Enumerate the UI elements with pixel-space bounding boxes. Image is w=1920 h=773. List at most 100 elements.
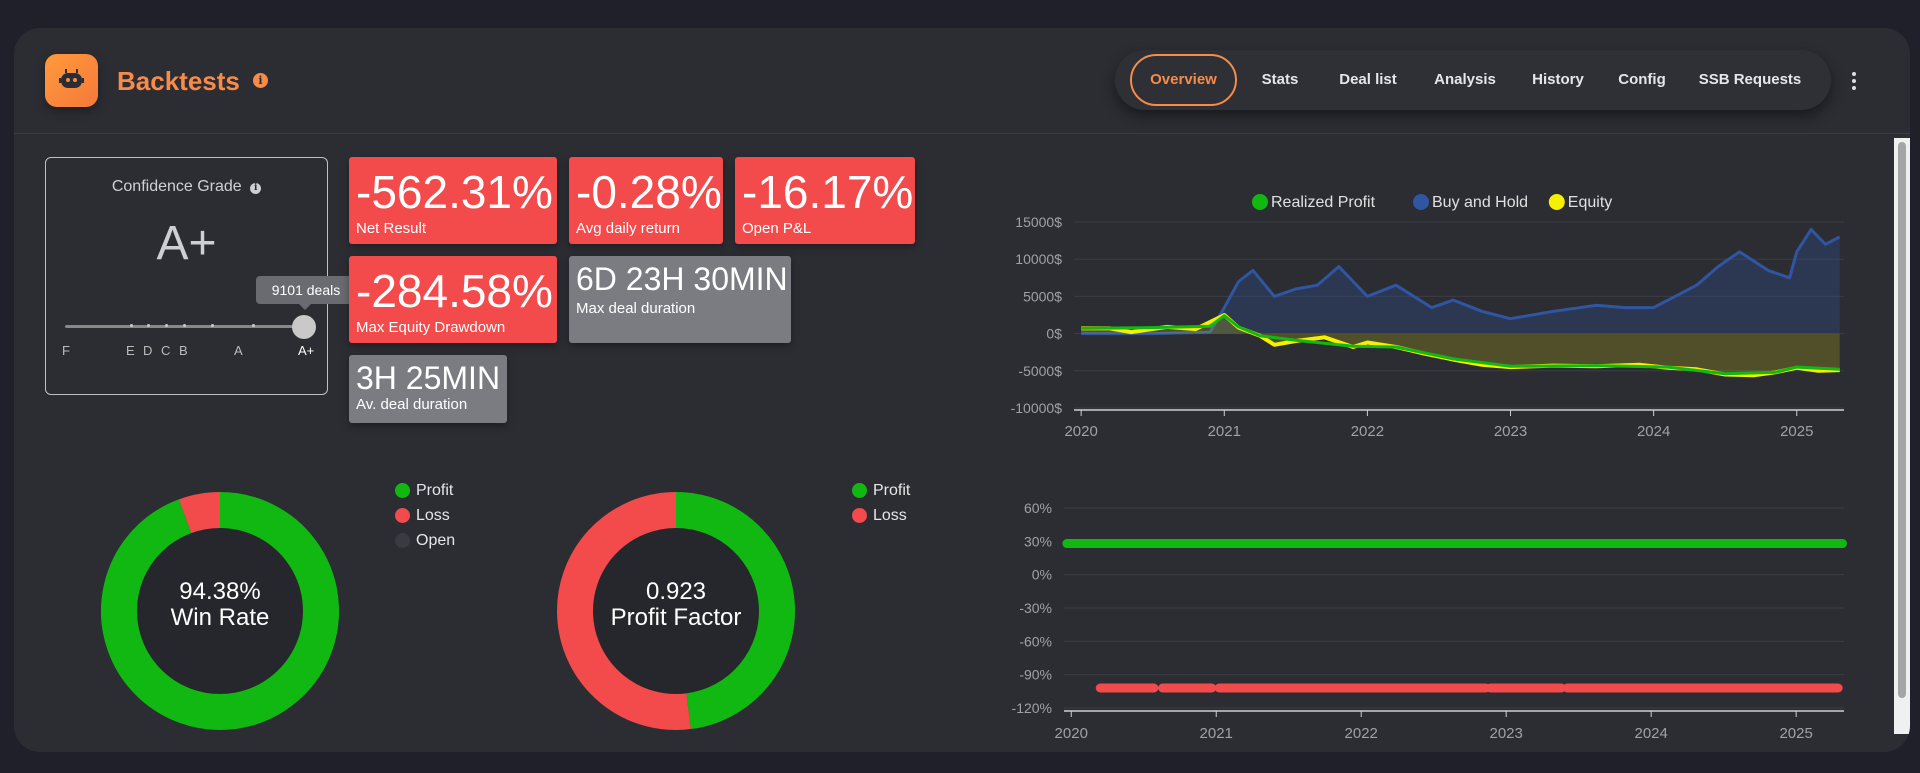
profit-factor-label: Profit Factor [610,604,742,631]
slider-label: A+ [298,343,315,358]
equity-line-chart: Realized Profit Buy and Hold Equity 15000$ 1… [1011,194,1844,440]
slider-mark [147,324,150,327]
slider-mark [130,324,133,327]
legend-item[interactable]: Equity [1548,194,1612,211]
y-tick-label: -10000$ [1011,400,1063,416]
legend-label: Open [416,531,456,549]
robot-icon [59,69,84,88]
series-area-buy-and-hold [1081,229,1840,334]
scrollbar[interactable] [1894,138,1910,734]
win-rate-value: 94.38% [179,578,261,605]
legend-swatch [1548,194,1565,210]
more-menu-icon[interactable] [1852,72,1856,93]
donut-slice-profit[interactable] [101,492,339,730]
x-tick-label: 2020 [1055,725,1088,742]
legend-item-loss[interactable]: Loss [395,503,455,528]
tab-ssb-requests[interactable]: SSB Requests [1698,71,1802,88]
x-tick-label: 2025 [1780,423,1813,440]
stat-label: Open P&L [742,220,812,237]
y-tick-label: -60% [1019,633,1052,649]
series-area-equity [1081,315,1840,376]
stat-value: 3H 25MIN [356,360,501,396]
tab-overview[interactable]: Overview [1130,54,1237,106]
slider-label: E [126,343,135,358]
stat-value: -284.58% [356,265,553,317]
tab-deal-list[interactable]: Deal list [1339,71,1397,88]
profit-factor-center: 0.923 Profit Factor [576,579,776,631]
info-icon[interactable]: i [253,73,268,88]
legend-label: Profit [873,481,911,499]
series-line-buy-and-hold[interactable] [1081,227,1841,336]
stat-label: Av. deal duration [356,396,468,413]
tab-analysis[interactable]: Analysis [1434,71,1496,88]
scrollbar-thumb[interactable] [1898,142,1906,698]
confidence-grade-label: Confidence Grade [111,178,242,195]
stat-label: Net Result [356,220,427,237]
x-tick-label: 2021 [1208,423,1241,440]
y-tick-label: -30% [1019,600,1052,616]
y-tick-label: 10000$ [1015,251,1062,267]
profit-factor-donut [557,492,795,730]
grade-slider-thumb[interactable] [292,315,316,339]
header: Backtests i Overview Stats Deal list Ana… [14,28,1910,134]
y-tick-label: 0% [1032,567,1052,583]
confidence-grade-value: A+ [156,217,217,270]
y-tick-label: -120% [1012,700,1052,716]
x-tick-label: 2024 [1637,423,1670,440]
legend-label: Loss [416,506,450,524]
tab-history[interactable]: History [1532,71,1584,88]
app-logo [45,54,98,107]
info-icon[interactable]: i [250,183,262,194]
stat-value: -562.31% [356,166,553,218]
y-tick-label: 30% [1024,533,1052,549]
legend-swatch [395,508,410,523]
tab-bar: Overview Stats Deal list Analysis Histor… [1115,50,1831,110]
deals-tooltip: 9101 deals [256,276,356,310]
x-tick-label: 2020 [1064,423,1097,440]
legend-swatch [852,483,867,498]
stat-card-avg-daily-return: -0.28% Avg daily return [569,157,723,244]
slider-mark [211,324,214,327]
x-tick-label: 2022 [1351,423,1384,440]
donut-slice-loss[interactable] [178,492,221,534]
y-tick-label: 0$ [1046,326,1062,342]
slider-mark [252,324,255,327]
legend-swatch [395,483,410,498]
y-tick-label: 60% [1024,500,1052,516]
donut-hole [593,528,759,694]
x-tick-label: 2023 [1490,725,1523,742]
donut-slice-profit[interactable] [675,492,795,730]
tab-config[interactable]: Config [1618,71,1666,88]
x-tick-label: 2021 [1200,725,1233,742]
x-tick-label: 2023 [1494,423,1527,440]
y-tick-label: 5000$ [1023,288,1062,304]
stat-value: -0.28% [576,166,722,218]
legend-item-loss[interactable]: Loss [852,503,910,528]
stat-label: Max Equity Drawdown [356,319,506,336]
donut-slice-loss[interactable] [557,492,691,730]
slider-label: D [143,343,153,358]
slider-mark [183,324,186,327]
legend-item-profit[interactable]: Profit [395,478,455,503]
stat-label: Max deal duration [576,300,696,317]
tab-stats[interactable]: Stats [1261,71,1299,88]
stat-card-net-result: -562.31% Net Result [349,157,557,244]
x-tick-label: 2025 [1779,725,1812,742]
win-rate-center: 94.38% Win Rate [120,579,320,631]
page-title: Backtests [117,66,240,96]
legend-item[interactable]: Buy and Hold [1413,194,1528,211]
legend-label: Profit [416,481,454,499]
legend-swatch [395,533,410,548]
legend-item[interactable]: Realized Profit [1252,194,1376,211]
stat-card-open-pnl: -16.17% Open P&L [735,157,915,244]
confidence-grade-title: Confidence Grade i [46,178,327,196]
win-rate-legend: Profit Loss Open [395,478,455,553]
legend-swatch [1252,194,1268,210]
legend-item-profit[interactable]: Profit [852,478,910,503]
stat-value: -16.17% [742,166,914,218]
donut-hole [137,528,303,694]
legend-item-open[interactable]: Open [395,528,455,553]
stat-card-max-equity-drawdown: -284.58% Max Equity Drawdown [349,256,557,343]
legend-label: Loss [873,506,907,524]
series-line-realized-profit[interactable] [1081,314,1840,376]
